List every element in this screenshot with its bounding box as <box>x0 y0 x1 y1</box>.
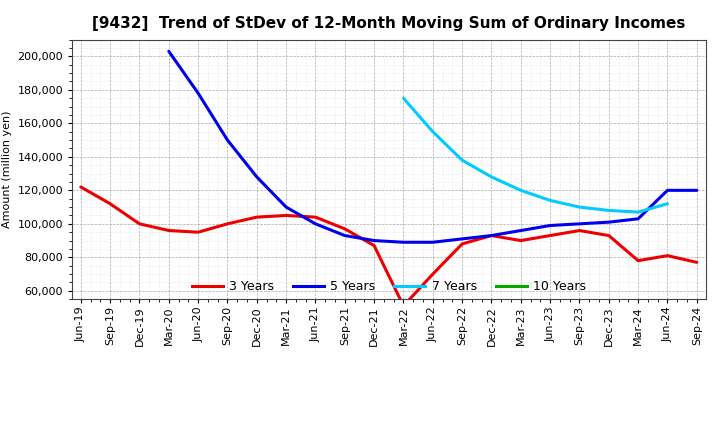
7 Years <box>399 95 408 101</box>
5 Years <box>399 240 408 245</box>
5 Years <box>516 228 525 233</box>
3 Years <box>164 228 173 233</box>
3 Years <box>370 243 379 248</box>
3 Years <box>516 238 525 243</box>
7 Years <box>516 188 525 193</box>
5 Years <box>428 240 437 245</box>
5 Years <box>693 188 701 193</box>
7 Years <box>605 208 613 213</box>
5 Years <box>253 174 261 180</box>
3 Years <box>458 241 467 246</box>
3 Years <box>546 233 554 238</box>
7 Years <box>634 209 642 215</box>
5 Years <box>458 236 467 242</box>
5 Years <box>341 233 349 238</box>
7 Years <box>663 201 672 206</box>
3 Years <box>253 214 261 220</box>
3 Years <box>106 201 114 206</box>
5 Years <box>194 91 202 96</box>
5 Years <box>487 233 496 238</box>
3 Years <box>605 233 613 238</box>
7 Years <box>575 205 584 210</box>
3 Years <box>399 303 408 308</box>
3 Years <box>223 221 232 227</box>
3 Years <box>428 271 437 277</box>
7 Years <box>487 174 496 180</box>
5 Years <box>663 188 672 193</box>
7 Years <box>428 129 437 134</box>
5 Years <box>164 49 173 54</box>
3 Years <box>341 226 349 231</box>
5 Years <box>546 223 554 228</box>
3 Years <box>693 260 701 265</box>
5 Years <box>605 220 613 225</box>
Line: 5 Years: 5 Years <box>168 51 697 242</box>
Title: [9432]  Trend of StDev of 12-Month Moving Sum of Ordinary Incomes: [9432] Trend of StDev of 12-Month Moving… <box>92 16 685 32</box>
3 Years <box>135 221 144 227</box>
3 Years <box>575 228 584 233</box>
3 Years <box>634 258 642 263</box>
3 Years <box>487 233 496 238</box>
3 Years <box>194 230 202 235</box>
Y-axis label: Amount (million yen): Amount (million yen) <box>1 110 12 228</box>
3 Years <box>663 253 672 258</box>
3 Years <box>282 213 290 218</box>
Legend: 3 Years, 5 Years, 7 Years, 10 Years: 3 Years, 5 Years, 7 Years, 10 Years <box>186 275 591 298</box>
3 Years <box>311 214 320 220</box>
Line: 3 Years: 3 Years <box>81 187 697 306</box>
5 Years <box>370 238 379 243</box>
5 Years <box>282 205 290 210</box>
5 Years <box>311 221 320 227</box>
3 Years <box>76 184 85 190</box>
7 Years <box>458 158 467 163</box>
Line: 7 Years: 7 Years <box>403 98 667 212</box>
5 Years <box>223 137 232 143</box>
5 Years <box>634 216 642 221</box>
5 Years <box>575 221 584 227</box>
7 Years <box>546 198 554 203</box>
